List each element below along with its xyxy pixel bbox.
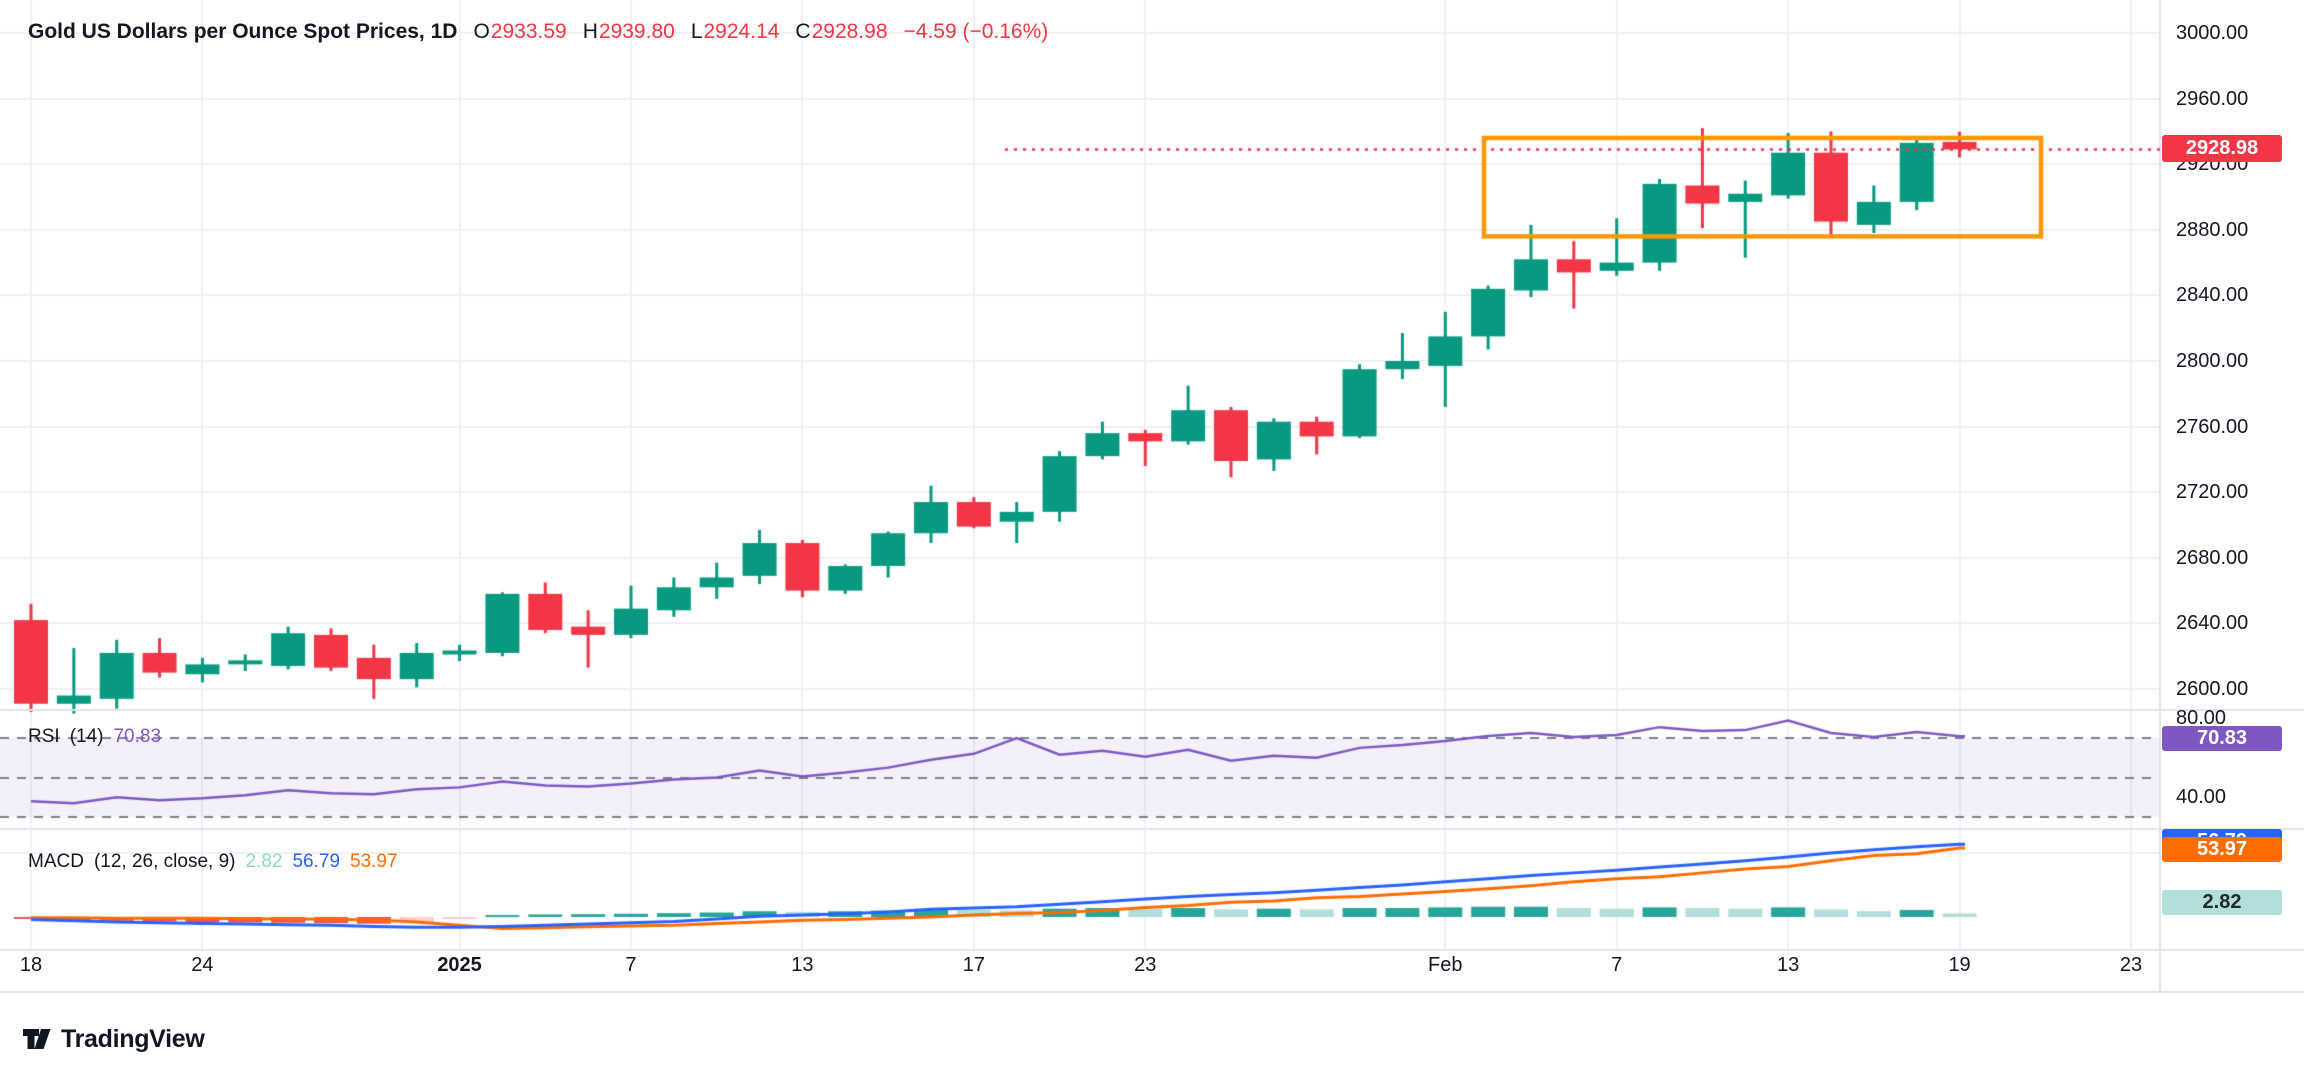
ohlc-open: O 2933.59	[473, 20, 567, 43]
time-tick-label: 7	[625, 954, 637, 976]
macd-hist-value: 2.82	[245, 851, 283, 872]
rsi-label: RSI	[28, 726, 60, 747]
time-tick-label: Feb	[1428, 954, 1463, 976]
time-tick-label: 13	[1777, 954, 1800, 976]
macd-legend[interactable]: MACD (12, 26, close, 9) 2.82 56.79 53.97	[28, 851, 398, 873]
time-tick-label: 23	[2119, 954, 2143, 976]
macd-label: MACD	[28, 851, 84, 872]
change-value: −4.59 (−0.16%)	[903, 20, 1049, 43]
tradingview-logo-icon	[23, 1029, 51, 1049]
tradingview-logo[interactable]: TradingView	[22, 1024, 205, 1054]
rsi-params: (14)	[69, 726, 104, 747]
time-tick-label: 2025	[437, 954, 482, 976]
macd-signal-value: 53.97	[350, 851, 398, 872]
time-tick-label: 19	[1948, 954, 1971, 976]
time-tick-label: 24	[191, 954, 214, 976]
rsi-legend[interactable]: RSI (14) 70.83	[28, 726, 161, 748]
ohlc-low: L 2924.14	[690, 20, 780, 43]
rsi-value: 70.83	[113, 726, 162, 747]
ohlc-close: C 2928.98	[795, 20, 888, 43]
macd-hist-badge: 2.82	[2162, 890, 2282, 915]
macd-signal-badge: 53.97	[2162, 837, 2282, 862]
macd-line-value: 56.79	[292, 851, 341, 872]
last-price-badge: 2928.98	[2162, 135, 2282, 162]
symbol-legend[interactable]: Gold US Dollars per Ounce Spot Prices, 1…	[28, 20, 1048, 44]
time-tick-label: 13	[791, 954, 814, 976]
symbol-title: Gold US Dollars per Ounce Spot Prices, 1…	[28, 20, 458, 43]
time-tick-label: 7	[1611, 954, 1623, 976]
time-tick-label: 17	[962, 954, 985, 976]
time-tick-label: 23	[1134, 954, 1157, 976]
ohlc-high: H 2939.80	[582, 20, 675, 43]
macd-params: (12, 26, close, 9)	[93, 851, 236, 872]
tradingview-logo-text: TradingView	[61, 1024, 205, 1053]
time-tick-label: 18	[19, 954, 43, 976]
rsi-badge: 70.83	[2162, 726, 2282, 751]
